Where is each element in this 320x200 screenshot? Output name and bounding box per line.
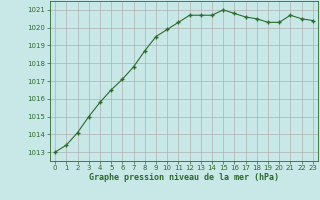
X-axis label: Graphe pression niveau de la mer (hPa): Graphe pression niveau de la mer (hPa) [89,173,279,182]
